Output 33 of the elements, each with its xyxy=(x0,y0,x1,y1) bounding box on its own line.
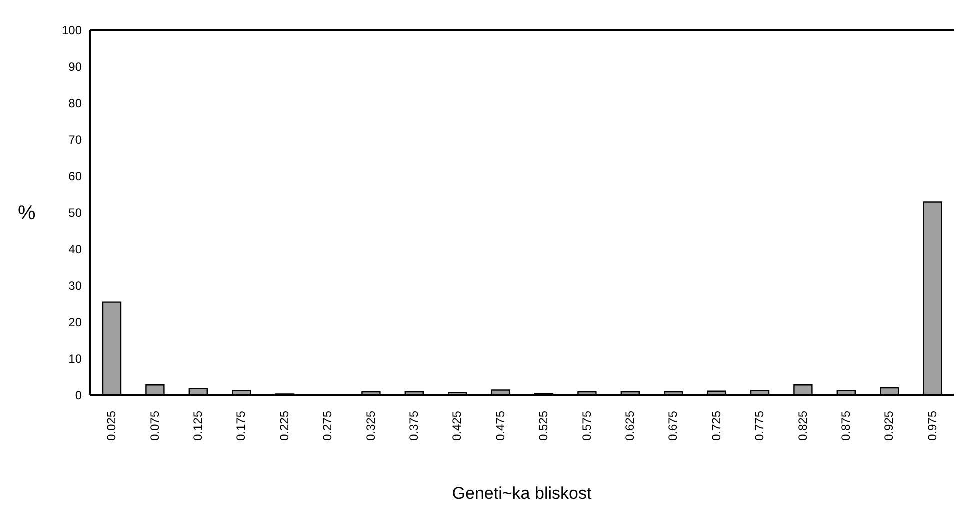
x-tick-label: 0.225 xyxy=(277,410,292,442)
x-tick-label: 0.575 xyxy=(580,410,594,442)
x-tick-label: 0.775 xyxy=(752,410,767,442)
x-tick-label: 0.475 xyxy=(493,410,508,442)
x-tick-label: 0.875 xyxy=(839,410,853,442)
x-tick-label: 0.275 xyxy=(320,410,335,442)
x-tick-label: 0.175 xyxy=(234,410,248,442)
x-tick-label: 0.025 xyxy=(104,410,119,442)
x-tick-label: 0.525 xyxy=(536,410,551,442)
y-tick-label: 30 xyxy=(68,278,82,293)
y-tick-label: 100 xyxy=(62,23,82,38)
y-tick-label: 70 xyxy=(68,132,82,147)
y-tick-label: 80 xyxy=(68,96,82,110)
x-tick-label: 0.725 xyxy=(709,410,724,442)
y-tick-label: 50 xyxy=(68,206,82,220)
y-tick-label: 0 xyxy=(75,388,82,402)
y-tick-label: 20 xyxy=(68,315,82,330)
x-tick-label: 0.325 xyxy=(364,410,378,442)
y-tick-label: 60 xyxy=(68,169,82,184)
x-tick-label: 0.625 xyxy=(623,410,637,442)
x-tick-label: 0.425 xyxy=(450,410,464,442)
x-tick-label: 0.075 xyxy=(148,410,162,442)
x-tick-label: 0.375 xyxy=(407,410,421,442)
y-axis-title: % xyxy=(18,202,36,225)
x-tick-label: 0.825 xyxy=(796,410,810,442)
x-tick-label: 0.925 xyxy=(882,410,896,442)
y-tick-label: 90 xyxy=(68,60,82,74)
y-tick-label: 10 xyxy=(68,352,82,366)
x-tick-label: 0.675 xyxy=(666,410,680,442)
x-tick-label: 0.975 xyxy=(925,410,940,442)
x-axis-title: Geneti~ka bliskost xyxy=(452,484,592,504)
x-tick-label: 0.125 xyxy=(191,410,205,442)
y-tick-label: 40 xyxy=(68,242,82,256)
